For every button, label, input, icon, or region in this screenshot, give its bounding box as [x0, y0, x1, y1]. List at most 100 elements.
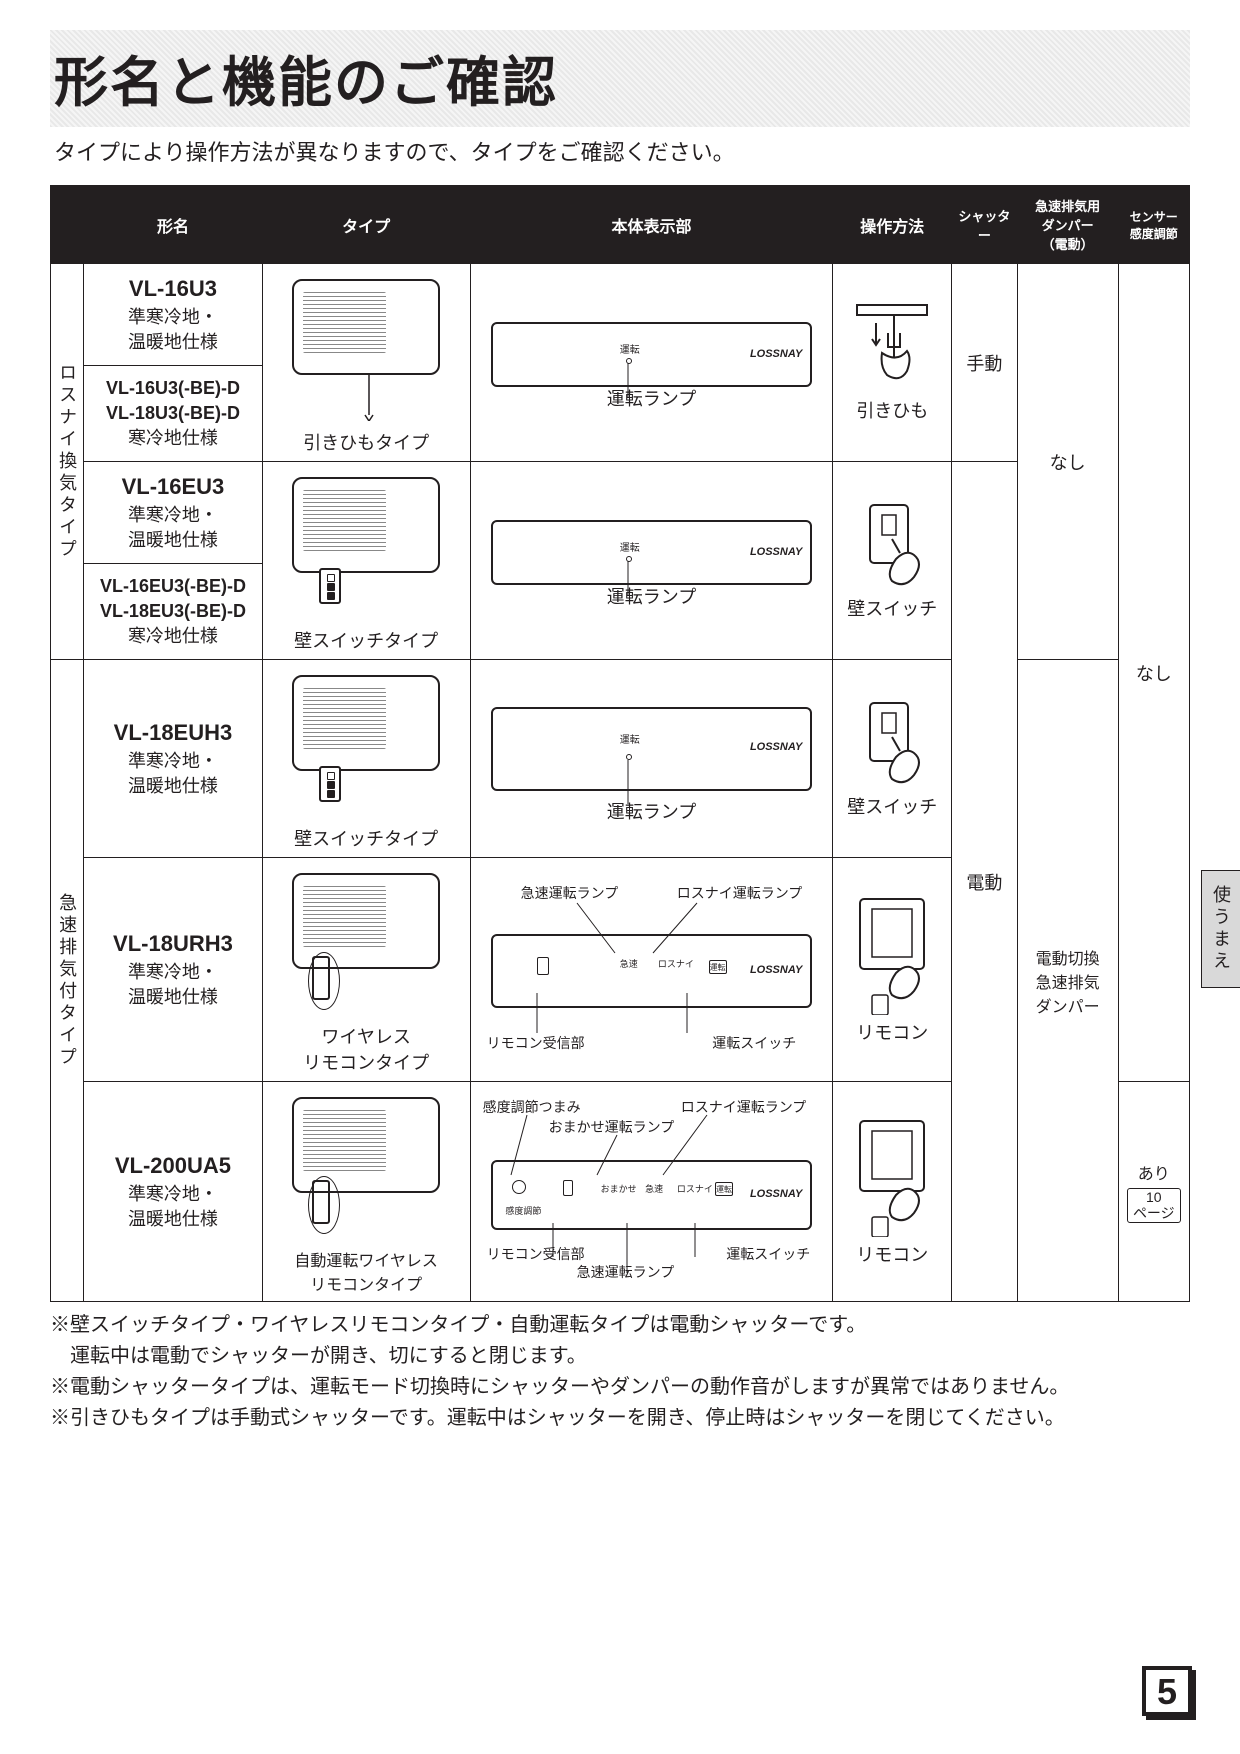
operation-label: 引きひも	[856, 401, 928, 421]
shutter-cell: 電動	[952, 462, 1017, 1302]
type-cell: 自動運転ワイヤレス リモコンタイプ	[262, 1082, 470, 1302]
display-illustration: 運転 LOSSNAY 運転ランプ	[477, 301, 827, 421]
pnl-sens: 感度調節	[505, 1204, 541, 1217]
th-operation: 操作方法	[833, 186, 952, 264]
operation-label: 壁スイッチ	[847, 599, 937, 619]
type-cell: 壁スイッチタイプ	[262, 462, 470, 660]
model-cell: VL-200UA5 準寒冷地・ 温暖地仕様	[84, 1082, 262, 1302]
run-small-label: 運転	[620, 341, 640, 356]
unit-illustration	[269, 270, 464, 425]
footnote-line: ※引きひもタイプは手動式シャッターです。運転中はシャッターを開き、停止時はシャッ…	[50, 1403, 1190, 1434]
unit-illustration	[269, 666, 464, 821]
display-illustration: 感度調節つまみ ロスナイ運転ランプ おまかせ運転ランプ 感度調節 おまかせ 急速…	[477, 1097, 827, 1282]
sensor-cell-yes: あり 10 ページ	[1118, 1082, 1189, 1302]
operation-cell: 壁スイッチ	[833, 462, 952, 660]
display-cell: 運転 LOSSNAY 運転ランプ	[470, 264, 833, 462]
model-spec: 準寒冷地・ 温暖地仕様	[94, 503, 251, 553]
operation-cell: 壁スイッチ	[833, 660, 952, 858]
pnl-lossnai: ロスナイ	[677, 1182, 713, 1195]
unit-illustration	[269, 468, 464, 623]
sensor-cell: なし	[1118, 264, 1189, 1082]
rapid-lamp-label: 急速運転ランプ	[521, 883, 619, 903]
operation-cell: リモコン	[833, 858, 952, 1082]
footnote-line: ※壁スイッチタイプ・ワイヤレスリモコンタイプ・自動運転タイプは電動シャッターです…	[50, 1310, 1190, 1341]
remote-icon	[312, 1180, 330, 1224]
model-number: VL-200UA5	[94, 1151, 251, 1182]
unit-illustration	[269, 864, 464, 1019]
remote-press-icon	[852, 895, 932, 1015]
th-type: タイプ	[262, 186, 470, 264]
damper-cell: 電動切換 急速排気 ダンパー	[1017, 660, 1118, 1302]
brand-logo: LOSSNAY	[750, 1188, 802, 1200]
damper-cell: なし	[1017, 264, 1118, 660]
page-number: 5	[1142, 1666, 1192, 1716]
run-switch-label: 運転スイッチ	[712, 1033, 796, 1053]
operation-cell: リモコン	[833, 1082, 952, 1302]
model-number: VL-18EUH3	[94, 718, 251, 749]
model-number: VL-16U3(-BE)-D VL-18U3(-BE)-D	[94, 376, 251, 426]
operation-cell: 引きひも	[833, 264, 952, 462]
model-cell: VL-16U3(-BE)-D VL-18U3(-BE)-D 寒冷地仕様	[84, 365, 262, 461]
unit-illustration	[269, 1088, 464, 1243]
side-tab: 使うまえ	[1201, 870, 1240, 988]
pnl-lossnai: ロスナイ	[658, 957, 694, 970]
lamp-label: 運転ランプ	[477, 798, 827, 824]
wall-switch-icon	[319, 766, 341, 802]
footnotes: ※壁スイッチタイプ・ワイヤレスリモコンタイプ・自動運転タイプは電動シャッターです…	[50, 1310, 1190, 1434]
run-small-label: 運転	[620, 731, 640, 746]
model-cell: VL-16EU3 準寒冷地・ 温暖地仕様	[84, 462, 262, 564]
sensor-yes: あり	[1119, 1160, 1189, 1184]
remote-rx-label: リモコン受信部	[487, 1033, 585, 1053]
model-number: VL-16U3	[94, 274, 251, 305]
brand-logo: LOSSNAY	[750, 348, 802, 360]
model-cell: VL-16U3 準寒冷地・ 温暖地仕様	[84, 264, 262, 366]
pnl-rapid: 急速	[645, 1182, 663, 1195]
auto-lamp-label: おまかせ運転ランプ	[549, 1117, 675, 1137]
page-subtitle: タイプにより操作方法が異なりますので、タイプをご確認ください。	[54, 135, 1190, 167]
pnl-auto: おまかせ	[601, 1182, 637, 1195]
display-cell: 急速運転ランプ ロスナイ運転ランプ 急速 ロスナイ 運転 LOSSNAY	[470, 858, 833, 1082]
pullcord-icon	[852, 303, 932, 393]
table-header: 形名 タイプ 本体表示部 操作方法 シャッター 急速排気用 ダンパー （電動） …	[51, 186, 1190, 264]
model-number: VL-16EU3	[94, 472, 251, 503]
page-ref-box: 10 ページ	[1127, 1188, 1181, 1223]
model-spec: 寒冷地仕様	[94, 426, 251, 451]
remote-icon	[312, 956, 330, 1000]
pnl-switch: 運転	[715, 1182, 733, 1196]
title-banner: 形名と機能のご確認	[50, 30, 1190, 127]
model-spec: 準寒冷地・ 温暖地仕様	[94, 749, 251, 799]
operation-label: 壁スイッチ	[847, 797, 937, 817]
rapid-lamp-label: 急速運転ランプ	[577, 1262, 675, 1282]
wall-switch-icon	[319, 568, 341, 604]
run-small-label: 運転	[620, 539, 640, 554]
type-label: 引きひもタイプ	[303, 433, 429, 453]
operation-label: リモコン	[856, 1023, 928, 1043]
model-cell: VL-18URH3 準寒冷地・ 温暖地仕様	[84, 858, 262, 1082]
lamp-label: 運転ランプ	[477, 385, 827, 411]
model-spec: 準寒冷地・ 温暖地仕様	[94, 305, 251, 355]
page-title: 形名と機能のご確認	[50, 38, 1190, 117]
operation-label: リモコン	[856, 1245, 928, 1265]
remote-rx-label: リモコン受信部	[487, 1244, 585, 1264]
type-cell: 壁スイッチタイプ	[262, 660, 470, 858]
model-spec: 準寒冷地・ 温暖地仕様	[94, 1182, 251, 1232]
display-illustration: 運転 LOSSNAY 運転ランプ	[477, 499, 827, 619]
lossnai-lamp-label: ロスナイ運転ランプ	[677, 883, 803, 903]
footnote-line: ※電動シャッタータイプは、運転モード切換時にシャッターやダンパーの動作音がします…	[50, 1372, 1190, 1403]
th-model: 形名	[84, 186, 262, 264]
display-cell: 運転 LOSSNAY 運転ランプ	[470, 462, 833, 660]
model-feature-table: 形名 タイプ 本体表示部 操作方法 シャッター 急速排気用 ダンパー （電動） …	[50, 185, 1190, 1302]
brand-logo: LOSSNAY	[750, 546, 802, 558]
type-label: ワイヤレス リモコンタイプ	[303, 1027, 429, 1073]
type-cell: ワイヤレス リモコンタイプ	[262, 858, 470, 1082]
model-cell: VL-16EU3(-BE)-D VL-18EU3(-BE)-D 寒冷地仕様	[84, 563, 262, 659]
display-cell: 感度調節つまみ ロスナイ運転ランプ おまかせ運転ランプ 感度調節 おまかせ 急速…	[470, 1082, 833, 1302]
category-label-2: 急速排気付タイプ	[51, 660, 84, 1302]
brand-logo: LOSSNAY	[750, 741, 802, 753]
type-label: 壁スイッチタイプ	[294, 829, 438, 849]
wall-switch-press-icon	[852, 699, 932, 789]
footnote-line: 運転中は電動でシャッターが開き、切にすると閉じます。	[50, 1341, 1190, 1372]
th-display: 本体表示部	[470, 186, 833, 264]
type-label: 自動運転ワイヤレス リモコンタイプ	[294, 1253, 438, 1294]
sens-knob-label: 感度調節つまみ	[483, 1097, 581, 1117]
